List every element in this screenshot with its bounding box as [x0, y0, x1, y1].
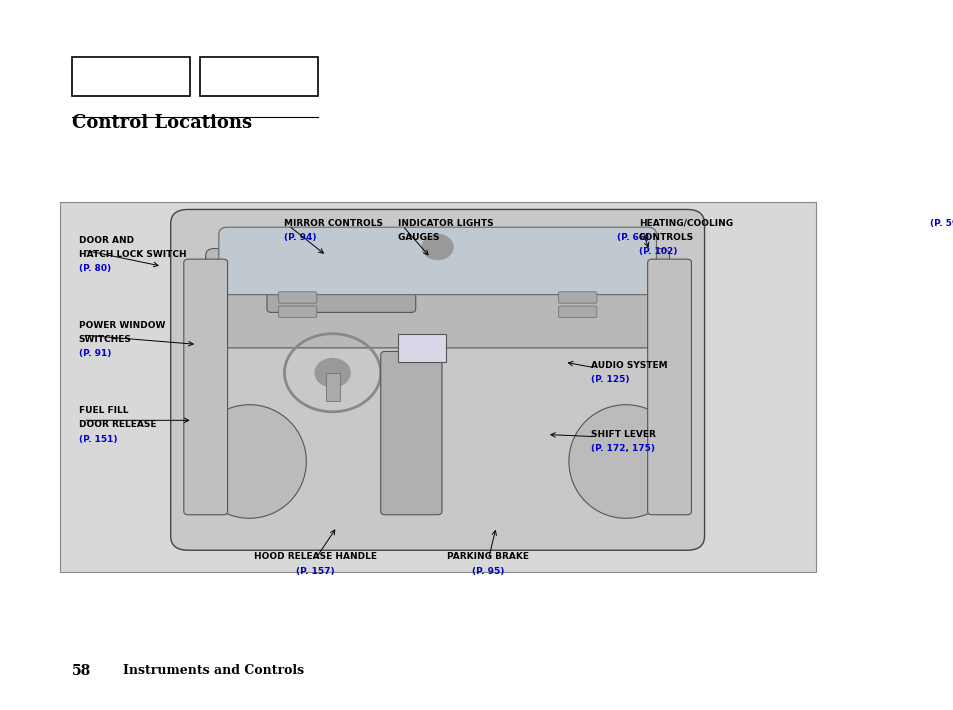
Text: POWER WINDOW: POWER WINDOW: [79, 321, 165, 330]
Text: PARKING BRAKE: PARKING BRAKE: [447, 552, 529, 562]
FancyBboxPatch shape: [558, 292, 597, 303]
Circle shape: [421, 234, 453, 260]
Text: Instruments and Controls: Instruments and Controls: [122, 664, 303, 677]
FancyBboxPatch shape: [397, 334, 446, 362]
Text: 58: 58: [71, 664, 91, 678]
Text: Control Locations: Control Locations: [71, 114, 252, 131]
Text: HEATING/COOLING: HEATING/COOLING: [639, 219, 732, 228]
Text: MIRROR CONTROLS: MIRROR CONTROLS: [284, 219, 383, 228]
Text: DOOR RELEASE: DOOR RELEASE: [79, 420, 156, 430]
Text: (P. 94): (P. 94): [284, 233, 316, 242]
Text: GAUGES: GAUGES: [397, 233, 442, 242]
FancyBboxPatch shape: [218, 227, 656, 295]
Text: HOOD RELEASE HANDLE: HOOD RELEASE HANDLE: [253, 552, 376, 562]
FancyBboxPatch shape: [647, 259, 691, 515]
FancyBboxPatch shape: [558, 306, 597, 317]
Text: (P. 172, 175): (P. 172, 175): [590, 444, 654, 453]
Ellipse shape: [193, 405, 306, 518]
FancyBboxPatch shape: [325, 373, 339, 401]
FancyBboxPatch shape: [59, 202, 815, 572]
Text: (P. 102): (P. 102): [639, 247, 677, 256]
Text: (P. 66): (P. 66): [617, 233, 649, 242]
FancyBboxPatch shape: [380, 351, 441, 515]
FancyBboxPatch shape: [278, 306, 316, 317]
Circle shape: [314, 359, 350, 387]
Text: (P. 95): (P. 95): [472, 567, 504, 576]
Text: CONTROLS: CONTROLS: [639, 233, 694, 242]
Text: INDICATOR LIGHTS: INDICATOR LIGHTS: [397, 219, 497, 228]
Text: (P. 151): (P. 151): [79, 435, 117, 444]
FancyBboxPatch shape: [267, 266, 416, 312]
Text: SWITCHES: SWITCHES: [79, 335, 132, 344]
FancyBboxPatch shape: [206, 248, 669, 348]
Text: (P. 91): (P. 91): [79, 349, 112, 359]
Text: (P. 157): (P. 157): [295, 567, 335, 576]
Text: SHIFT LEVER: SHIFT LEVER: [590, 430, 655, 439]
FancyBboxPatch shape: [199, 57, 317, 96]
Ellipse shape: [568, 405, 682, 518]
FancyBboxPatch shape: [278, 292, 316, 303]
Text: FUEL FILL: FUEL FILL: [79, 406, 128, 415]
Text: (P. 80): (P. 80): [79, 264, 111, 273]
FancyBboxPatch shape: [171, 209, 704, 550]
Text: (P. 125): (P. 125): [590, 375, 629, 384]
Text: DOOR AND: DOOR AND: [79, 236, 133, 245]
Text: AUDIO SYSTEM: AUDIO SYSTEM: [590, 361, 667, 370]
FancyBboxPatch shape: [184, 259, 228, 515]
Text: (P. 59): (P. 59): [929, 219, 953, 228]
Text: HATCH LOCK SWITCH: HATCH LOCK SWITCH: [79, 250, 186, 259]
FancyBboxPatch shape: [71, 57, 190, 96]
